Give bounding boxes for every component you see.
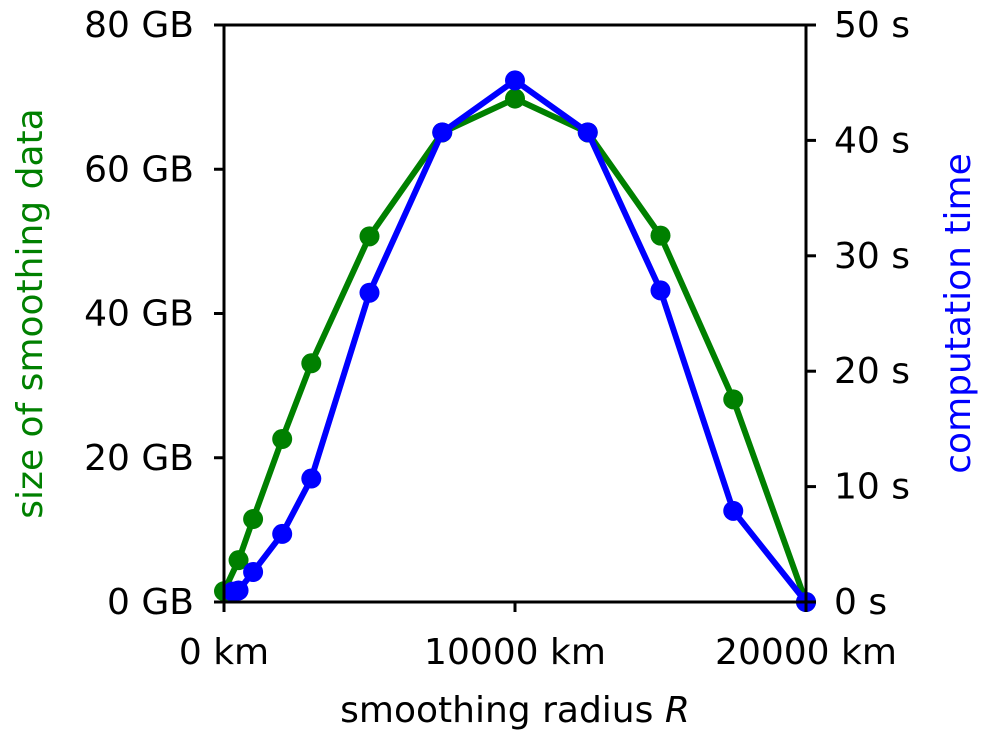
computation-time-point [359,282,380,303]
y-left-tick-label: 0 GB [107,582,194,623]
y-left-tick-label: 20 GB [84,438,194,479]
y-right-tick-label: 0 s [834,582,887,623]
computation-time-point [723,500,744,521]
smoothing-data-size-point [505,88,525,109]
x-tick-label: 10000 km [424,632,606,673]
computation-time-point [272,523,293,544]
smoothing-data-size-line [221,95,809,604]
series-layer [214,70,816,612]
y-left-tick-label: 40 GB [84,294,194,335]
x-tick-label: 0 km [179,632,269,673]
computation-time-point [228,580,249,601]
y-left-tick-label: 80 GB [84,5,194,46]
y-right-axis-title: computation time [938,153,979,473]
computation-time-point [505,70,525,91]
smoothing-data-size-point [272,428,293,449]
y-right-tick-label: 20 s [834,351,910,392]
smoothing-data-size-point [723,389,744,410]
x-axis-symbol: R [665,690,690,731]
y-right-tick-label: 30 s [834,236,910,277]
y-left-tick-label: 60 GB [84,149,194,190]
axes-layer [222,23,808,604]
smoothing-data-size-point [359,226,380,247]
computation-time-point [650,280,671,301]
computation-time-point [432,122,453,143]
y-right-tick-label: 50 s [834,5,910,46]
plot-frame [222,23,808,604]
smoothing-data-size-point [228,550,249,571]
computation-time-point [301,468,322,489]
smoothing-data-size-point [301,353,322,374]
y-right-tick-label: 10 s [834,467,910,508]
computation-time-point [577,122,598,143]
x-axis-title-text: smoothing radius [340,690,653,731]
computation-time-point [243,561,264,582]
smoothing-data-size-point [650,225,671,246]
y-right-tick-label: 40 s [834,120,910,161]
y-left-axis-title: size of smoothing data [10,108,51,518]
smoothing-data-size-point [243,509,264,530]
ticks-layer: 0 km 10000 km 20000 km 0 GB 20 GB 40 GB 60 GB 8… [84,5,910,673]
x-axis-title: smoothing radius R [340,690,690,731]
x-tick-label: 20000 km [715,632,897,673]
